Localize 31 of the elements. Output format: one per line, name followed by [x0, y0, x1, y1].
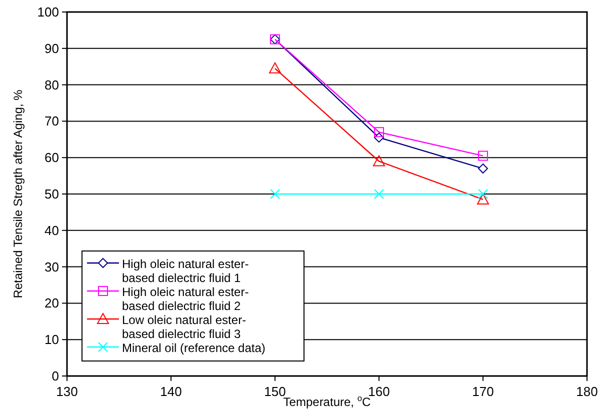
point [374, 127, 384, 138]
x-tick-label: 180 [576, 384, 598, 399]
y-tick-label: 20 [44, 296, 59, 311]
x-tick-label: 150 [264, 384, 286, 399]
y-tick-label: 10 [44, 332, 59, 348]
point [478, 189, 488, 199]
legend-label: High oleic natural ester-based dielectric fluid 2 [122, 285, 249, 313]
y-axis-title: Retained Tensile Stregth after Aging, % [11, 89, 25, 298]
point [373, 155, 385, 166]
x-tick-label: 170 [472, 384, 494, 399]
y-tick-label: 90 [44, 40, 59, 56]
y-tick-label: 50 [44, 186, 59, 202]
y-tick-label: 60 [44, 150, 59, 166]
point [269, 62, 281, 74]
legend-label: Mineral oil (reference data) [122, 341, 266, 355]
point [270, 189, 280, 199]
x-tick-label: 160 [368, 384, 390, 399]
y-tick-label: 30 [44, 259, 59, 274]
point [478, 150, 488, 161]
point [477, 193, 489, 204]
y-tick-label: 40 [44, 222, 59, 238]
x-tick-label: 130 [56, 384, 78, 399]
legend-label: High oleic natural ester-based dielectric fluid 1 [122, 257, 249, 285]
y-tick-label: 0 [52, 368, 59, 384]
point [478, 164, 488, 174]
legend-label: Low oleic natural ester-based dielectric fluid 3 [122, 313, 246, 341]
y-tick-label: 100 [37, 4, 59, 20]
point [374, 189, 384, 199]
y-tick-label: 70 [44, 114, 59, 129]
y-tick-label: 80 [44, 77, 59, 92]
x-tick-label: 140 [160, 384, 182, 399]
